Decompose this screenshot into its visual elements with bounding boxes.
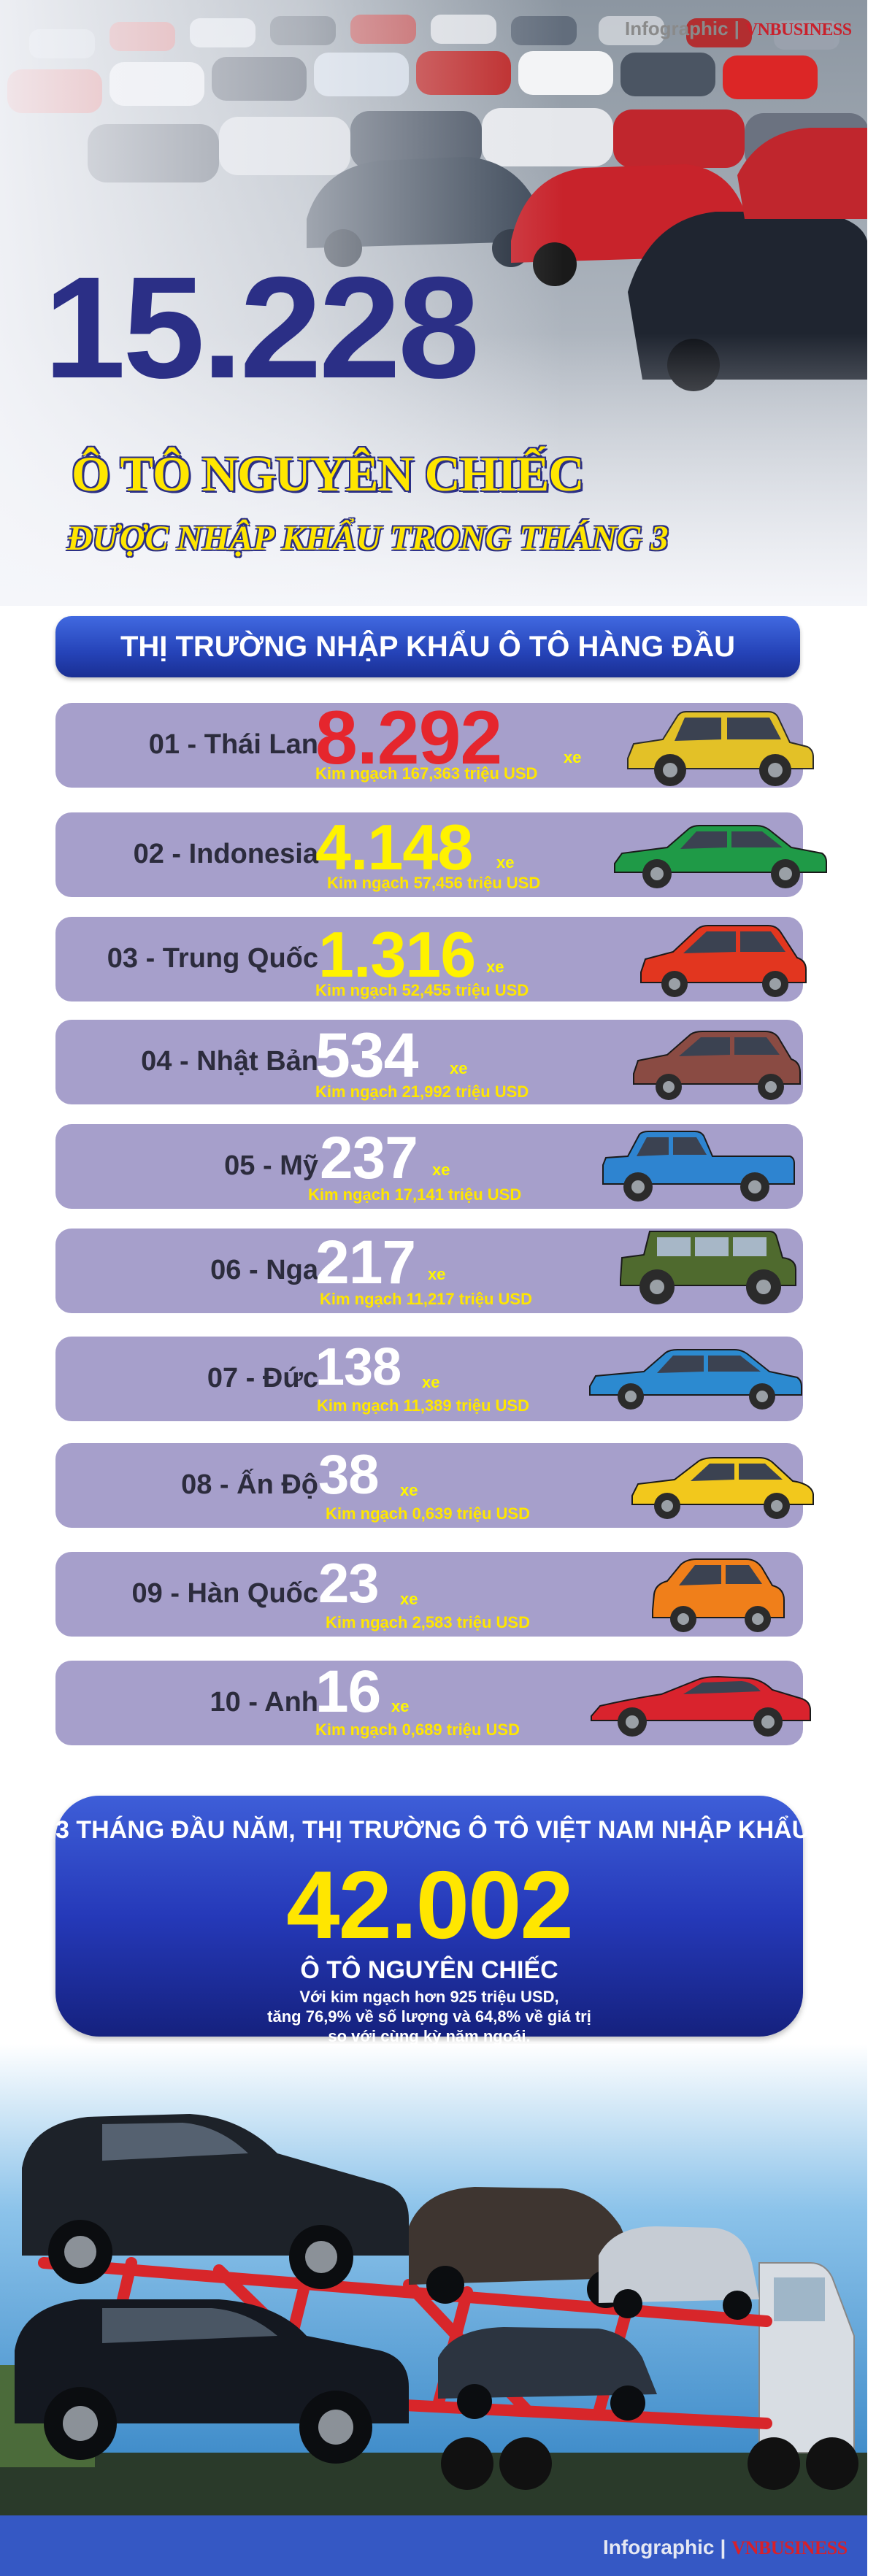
summary-label: Ô TÔ NGUYÊN CHIẾC bbox=[300, 1956, 558, 1984]
market-units: 38 bbox=[318, 1444, 380, 1506]
market-name: 06 - Nga bbox=[210, 1255, 318, 1285]
market-car bbox=[631, 1457, 814, 1519]
car-carrier-illustration bbox=[0, 2044, 867, 2518]
market-car bbox=[627, 711, 814, 786]
brand-infographic-label: Infographic bbox=[625, 18, 729, 39]
market-row: 04 - Nhật Bản 534 xe Kim ngạch 21,992 tr… bbox=[55, 1020, 803, 1104]
jeep-icon bbox=[620, 1231, 796, 1304]
blue-sedan-icon bbox=[589, 1349, 802, 1410]
sedan-car-icon bbox=[614, 825, 827, 888]
unit-label: xe bbox=[486, 958, 504, 976]
market-units: 4.148 bbox=[315, 811, 473, 883]
market-units: 237 bbox=[320, 1125, 418, 1191]
market-row: 07 - Đức 138 xe Kim ngạch 11,389 triệu U… bbox=[55, 1337, 803, 1421]
market-row: 02 - Indonesia 4.148 xe Kim ngạch 57,456… bbox=[55, 811, 827, 897]
market-units: 217 bbox=[315, 1228, 416, 1296]
brand-infographic-label: Infographic bbox=[603, 2536, 715, 2558]
section-title-banner: THỊ TRƯỜNG NHẬP KHẨU Ô TÔ HÀNG ĐẦU bbox=[55, 616, 800, 677]
market-name: 05 - Mỹ bbox=[224, 1150, 318, 1181]
import-value-note: Kim ngạch 52,455 triệu USD bbox=[315, 981, 529, 999]
unit-label: xe bbox=[564, 748, 582, 766]
market-name: 09 - Hàn Quốc bbox=[131, 1578, 319, 1609]
unit-label: xe bbox=[400, 1590, 418, 1608]
summary-title: 3 THÁNG ĐẦU NĂM, THỊ TRƯỜNG Ô TÔ VIỆT NA… bbox=[55, 1816, 810, 1844]
import-value-note: Kim ngạch 11,217 triệu USD bbox=[320, 1290, 532, 1308]
import-value-note: Kim ngạch 167,363 triệu USD bbox=[315, 764, 538, 783]
market-row: 03 - Trung Quốc 1.316 xe Kim ngạch 52,45… bbox=[55, 917, 807, 1001]
footer-bar bbox=[0, 2515, 867, 2576]
market-name: 07 - Đức bbox=[207, 1363, 318, 1393]
unit-label: xe bbox=[450, 1059, 468, 1077]
summary-total-number: 42.002 bbox=[286, 1851, 574, 1958]
brand-separator: | bbox=[734, 18, 739, 39]
import-value-note: Kim ngạch 11,389 triệu USD bbox=[317, 1396, 529, 1415]
hero-fade-overlay bbox=[0, 0, 867, 606]
market-row: 05 - Mỹ 237 xe Kim ngạch 17,141 triệu US… bbox=[55, 1124, 803, 1209]
market-name: 04 - Nhật Bản bbox=[141, 1046, 318, 1077]
market-units: 1.316 bbox=[318, 918, 476, 991]
market-name: 10 - Anh bbox=[210, 1687, 319, 1718]
market-row: 10 - Anh 16 xe Kim ngạch 0,689 triệu USD bbox=[55, 1658, 811, 1745]
hero-subtitle-month: ĐƯỢC NHẬP KHẨU TRONG THÁNG 3 bbox=[67, 519, 669, 558]
market-row: 01 - Thái Lan 8.292 xe Kim ngạch 167,363… bbox=[55, 696, 814, 788]
summary-note-line: Với kim ngạch hơn 925 triệu USD, bbox=[299, 1988, 559, 2006]
market-car bbox=[652, 1558, 785, 1632]
brand-header: Infographic | VNBUSINESS bbox=[625, 18, 852, 40]
crossover-car-icon bbox=[633, 1031, 801, 1100]
market-units: 138 bbox=[315, 1338, 402, 1396]
import-value-note: Kim ngạch 0,639 triệu USD bbox=[326, 1504, 530, 1523]
market-units: 534 bbox=[315, 1020, 418, 1091]
market-row: 08 - Ấn Độ 38 xe Kim ngạch 0,639 triệu U… bbox=[55, 1443, 814, 1528]
suv-car-icon bbox=[627, 711, 814, 786]
unit-label: xe bbox=[422, 1373, 440, 1391]
market-car bbox=[602, 1131, 795, 1202]
market-units: 23 bbox=[318, 1553, 380, 1615]
market-car bbox=[614, 825, 827, 888]
market-name: 03 - Trung Quốc bbox=[107, 943, 318, 974]
summary-note: Với kim ngạch hơn 925 triệu USD, tăng 76… bbox=[55, 1987, 803, 2046]
market-car bbox=[589, 1349, 802, 1410]
unit-label: xe bbox=[391, 1697, 410, 1715]
import-value-note: Kim ngạch 0,689 triệu USD bbox=[315, 1720, 520, 1739]
hero-headline-number: 15.228 bbox=[44, 247, 480, 408]
unit-label: xe bbox=[432, 1161, 450, 1179]
hero-section: Infographic | VNBUSINESS 15.228 Ô TÔ NGUYÊ… bbox=[0, 0, 867, 606]
market-units: 16 bbox=[315, 1658, 381, 1725]
brand-publisher-logo: VNBUSINESS bbox=[731, 2537, 848, 2558]
unit-label: xe bbox=[400, 1481, 418, 1499]
summary-box: 3 THÁNG ĐẦU NĂM, THỊ TRƯỜNG Ô TÔ VIỆT NA… bbox=[55, 1796, 810, 2045]
brand-separator: | bbox=[720, 2536, 726, 2558]
market-car bbox=[633, 1031, 801, 1100]
market-name: 02 - Indonesia bbox=[133, 839, 318, 869]
summary-note-line: so với cùng kỳ năm ngoái. bbox=[328, 2027, 531, 2045]
import-value-note: Kim ngạch 57,456 triệu USD bbox=[327, 874, 541, 892]
unit-label: xe bbox=[428, 1265, 446, 1283]
hatchback-car-icon bbox=[640, 925, 807, 997]
sports-car-icon bbox=[591, 1675, 811, 1737]
pickup-truck-icon bbox=[602, 1131, 795, 1202]
smart-car-icon bbox=[652, 1558, 785, 1632]
yellow-coupe-icon bbox=[631, 1457, 814, 1519]
market-car bbox=[620, 1231, 796, 1304]
brand-footer: Infographic | VNBUSINESS bbox=[603, 2536, 848, 2559]
market-car bbox=[591, 1675, 811, 1737]
car-carrier-photo bbox=[0, 2044, 867, 2518]
right-margin bbox=[867, 0, 876, 2576]
import-value-note: Kim ngạch 21,992 triệu USD bbox=[315, 1083, 529, 1101]
brand-publisher-logo: VNBUSINESS bbox=[745, 20, 852, 39]
import-value-note: Kim ngạch 2,583 triệu USD bbox=[326, 1613, 530, 1631]
market-car bbox=[640, 925, 807, 997]
summary-note-line: tăng 76,9% về số lượng và 64,8% về giá t… bbox=[267, 2007, 591, 2026]
import-value-note: Kim ngạch 17,141 triệu USD bbox=[308, 1185, 522, 1204]
market-units: 8.292 bbox=[315, 696, 502, 780]
market-row: 06 - Nga 217 xe Kim ngạch 11,217 triệu U… bbox=[55, 1229, 803, 1313]
market-name: 08 - Ấn Độ bbox=[181, 1469, 318, 1500]
market-row: 09 - Hàn Quốc 23 xe Kim ngạch 2,583 triệ… bbox=[55, 1552, 803, 1637]
market-name: 01 - Thái Lan bbox=[148, 729, 318, 760]
hero-subtitle: Ô TÔ NGUYÊN CHIẾC bbox=[72, 446, 585, 501]
unit-label: xe bbox=[496, 853, 515, 872]
